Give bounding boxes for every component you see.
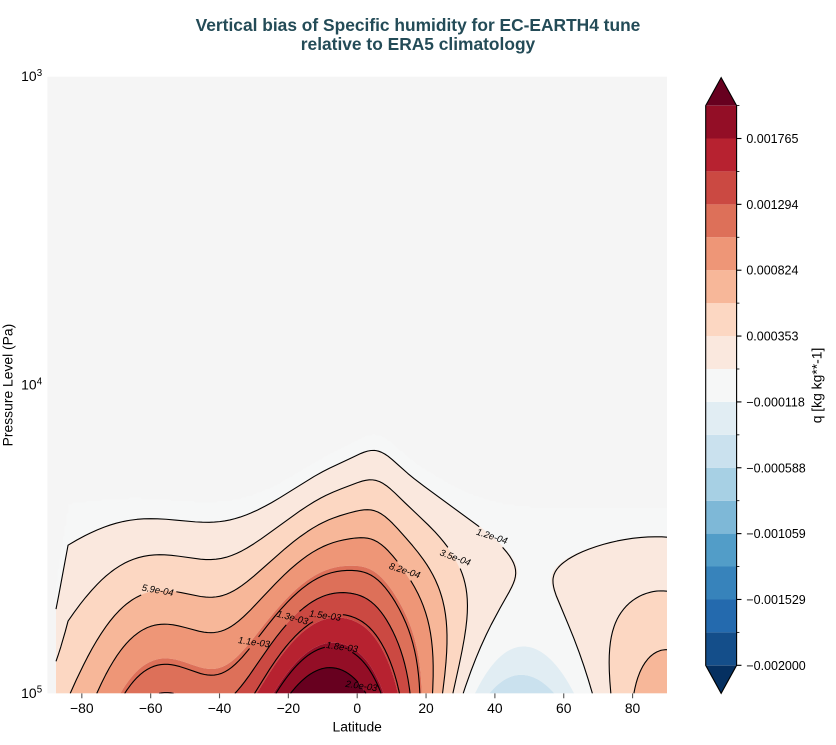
svg-text:−0.002000: −0.002000 — [746, 659, 805, 673]
svg-text:0.000824: 0.000824 — [746, 264, 798, 278]
svg-text:60: 60 — [556, 700, 572, 716]
svg-text:−0.001059: −0.001059 — [746, 527, 805, 541]
svg-text:20: 20 — [418, 700, 434, 716]
svg-text:q [kg kg**-1]: q [kg kg**-1] — [808, 348, 824, 424]
svg-text:Vertical bias of Specific humi: Vertical bias of Specific humidity for E… — [196, 15, 641, 35]
svg-text:−0.000118: −0.000118 — [746, 395, 805, 409]
svg-text:−80: −80 — [70, 700, 94, 716]
svg-text:−60: −60 — [139, 700, 163, 716]
svg-text:0: 0 — [353, 700, 361, 716]
svg-text:80: 80 — [625, 700, 641, 716]
svg-text:Pressure Level (Pa): Pressure Level (Pa) — [0, 324, 16, 447]
svg-text:0.001294: 0.001294 — [746, 198, 798, 212]
svg-text:0.001765: 0.001765 — [746, 132, 798, 146]
svg-text:relative to ERA5 climatology: relative to ERA5 climatology — [301, 34, 536, 54]
svg-text:0.000353: 0.000353 — [746, 330, 798, 344]
svg-text:Latitude: Latitude — [333, 719, 383, 735]
svg-text:−20: −20 — [277, 700, 301, 716]
svg-text:−0.001529: −0.001529 — [746, 593, 805, 607]
svg-text:40: 40 — [487, 700, 503, 716]
svg-text:−0.000588: −0.000588 — [746, 461, 805, 475]
svg-text:−40: −40 — [208, 700, 232, 716]
